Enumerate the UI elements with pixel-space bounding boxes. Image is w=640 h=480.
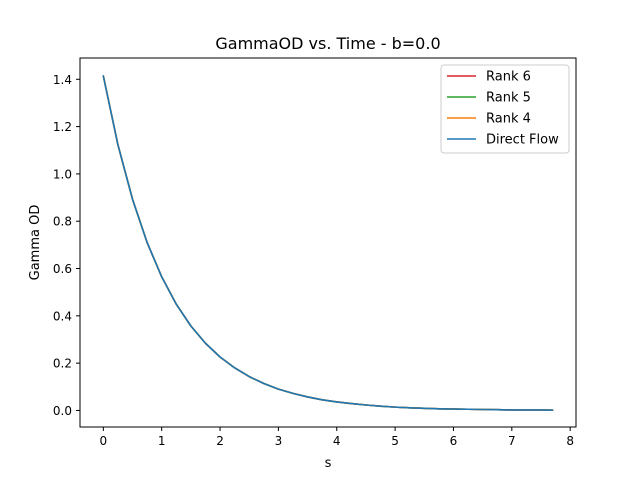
x-axis: 0 1 2 3 4 5 6 7 8 [100,427,574,448]
legend-label: Rank 6 [486,70,531,85]
x-tick-label: 5 [391,434,399,448]
legend-label: Direct Flow [486,133,559,148]
x-tick-label: 1 [158,434,166,448]
plot-frame [79,57,577,428]
x-tick-label: 2 [216,434,224,448]
y-tick-label: 0.6 [53,262,72,276]
series-lines [102,75,554,412]
y-tick-label: 0.4 [53,309,72,323]
y-tick-label: 1.0 [53,167,72,181]
x-tick-label: 3 [275,434,283,448]
legend: Rank 6 Rank 5 Rank 4 Direct Flow [440,64,570,154]
y-tick-label: 0.8 [53,215,72,229]
chart-title: GammaOD vs. Time - b=0.0 [215,34,440,53]
x-axis-title: s [325,456,332,471]
series-line-direct-flow [102,75,554,412]
y-axis-title: Gamma OD [28,205,43,281]
y-tick-label: 1.4 [53,73,72,87]
x-tick-label: 4 [333,434,341,448]
x-tick-label: 0 [100,434,108,448]
y-tick-label: 0.0 [53,404,72,418]
x-tick-label: 7 [508,434,516,448]
y-tick-label: 0.2 [53,357,72,371]
y-tick-label: 1.2 [53,120,72,134]
x-tick-label: 6 [450,434,458,448]
x-tick-label: 8 [566,434,574,448]
legend-label: Rank 5 [486,91,531,106]
legend-box [440,64,570,154]
legend-label: Rank 4 [486,112,531,127]
y-axis: 0.0 0.2 0.4 0.6 0.8 1.0 1.2 1.4 [53,73,80,418]
